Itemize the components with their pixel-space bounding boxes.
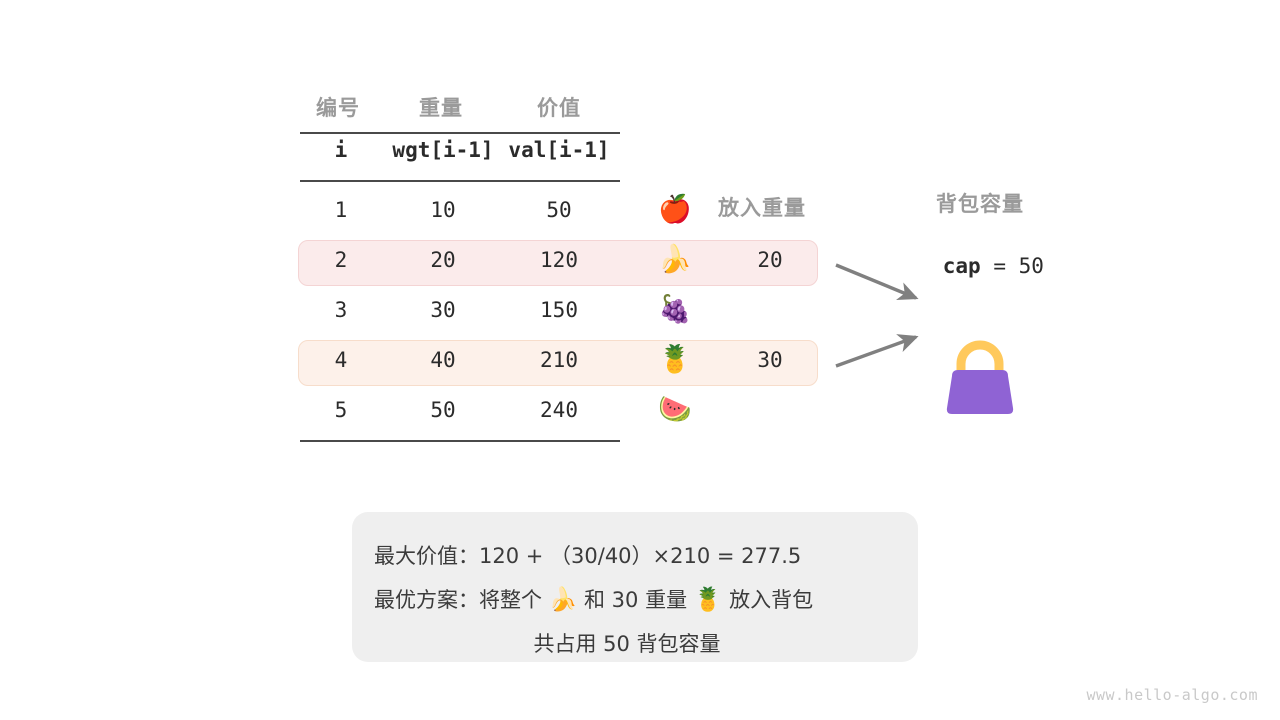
cell-value: 210 [540, 348, 578, 372]
cell-index: 1 [334, 198, 348, 222]
arrow-row2-to-bag [835, 263, 919, 301]
cell-weight: 50 [430, 398, 456, 422]
cell-index: 4 [334, 348, 348, 372]
flow-arrows [820, 240, 960, 390]
grapes-icon: 🍇 [658, 294, 692, 325]
pineapple-icon: 🍍 [693, 587, 723, 613]
cell-weight: 40 [430, 348, 456, 372]
cell-index: 2 [334, 248, 348, 272]
cell-weight: 20 [430, 248, 456, 272]
table-column-headers: 编号 重量 价值 [300, 92, 820, 130]
cell-put-weight: 20 [757, 248, 783, 272]
pineapple-icon: 🍍 [658, 344, 692, 375]
watermelon-icon: 🍉 [658, 394, 692, 425]
column-header-value: 价值 [537, 96, 581, 120]
table-row: 2 20 120 🍌 20 [298, 238, 820, 288]
capacity-equals: = [980, 254, 1019, 278]
table-row: 4 40 210 🍍 30 [298, 338, 820, 388]
code-header-i: i [334, 138, 348, 162]
cell-weight: 10 [430, 198, 456, 222]
cell-value: 50 [546, 198, 572, 222]
summary-box: 最大价值：120 + （30/40）×210 = 277.5 最优方案：将整个 … [352, 512, 918, 662]
summary-max-value: 最大价值：120 + （30/40）×210 = 277.5 [374, 544, 802, 568]
banana-icon: 🍌 [548, 587, 578, 613]
backpack-capacity: cap = 50 [880, 218, 1080, 314]
code-header-wgt: wgt[i-1] [392, 138, 494, 162]
row-highlight [298, 340, 818, 386]
handbag-icon [880, 328, 1080, 420]
cell-value: 240 [540, 398, 578, 422]
backpack-title: 背包容量 [936, 192, 1024, 216]
table-code-headers: i wgt[i-1] val[i-1] [300, 138, 620, 178]
capacity-value: 50 [1018, 254, 1044, 278]
column-header-index: 编号 [316, 96, 360, 120]
row-highlight [298, 240, 818, 286]
table-row: 5 50 240 🍉 [300, 388, 820, 438]
cell-index: 3 [334, 298, 348, 322]
put-weight-header: 放入重量 [718, 196, 806, 220]
code-header-val: val[i-1] [508, 138, 610, 162]
table-body: 1 10 50 🍎 2 20 120 🍌 20 3 30 150 🍇 4 40 [298, 188, 820, 438]
best-plan-text-b: 和 30 重量 [577, 588, 694, 612]
cell-put-weight: 30 [757, 348, 783, 372]
cell-weight: 30 [430, 298, 456, 322]
table-rule-top [300, 132, 620, 134]
cell-value: 120 [540, 248, 578, 272]
table-row: 3 30 150 🍇 [300, 288, 820, 338]
apple-icon: 🍎 [658, 194, 692, 225]
table-row: 1 10 50 🍎 [300, 188, 820, 238]
best-plan-text-c: 放入背包 [722, 588, 814, 612]
summary-total-used: 共占用 50 背包容量 [533, 632, 721, 656]
item-table: 编号 重量 价值 i wgt[i-1] val[i-1] 1 10 50 🍎 2… [298, 92, 820, 442]
capacity-key: cap [942, 254, 981, 278]
watermark: www.hello-algo.com [1086, 686, 1258, 704]
arrow-row4-to-bag [835, 334, 919, 368]
table-rule-bottom [300, 440, 620, 442]
summary-best-plan: 最优方案：将整个 🍌 和 30 重量 🍍 放入背包 [352, 578, 918, 622]
table-rule-mid [300, 180, 620, 182]
banana-icon: 🍌 [658, 244, 692, 275]
cell-index: 5 [334, 398, 348, 422]
best-plan-text-a: 最优方案：将整个 [374, 588, 549, 612]
column-header-weight: 重量 [419, 96, 463, 120]
cell-value: 150 [540, 298, 578, 322]
backpack-block: 背包容量 cap = 50 [880, 190, 1080, 420]
